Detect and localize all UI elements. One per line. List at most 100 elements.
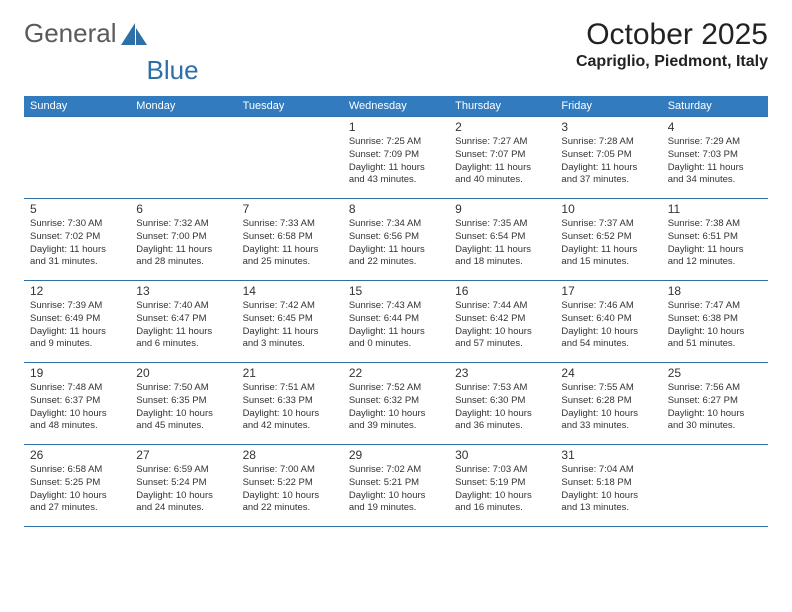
sunrise-text: Sunrise: 7:44 AM — [455, 300, 549, 313]
day-number: 22 — [349, 366, 443, 380]
sunset-text: Sunset: 6:44 PM — [349, 313, 443, 326]
day-info: Sunrise: 7:29 AMSunset: 7:03 PMDaylight:… — [668, 136, 762, 187]
day-number: 8 — [349, 202, 443, 216]
sunrise-text: Sunrise: 7:56 AM — [668, 382, 762, 395]
day-number: 26 — [30, 448, 124, 462]
day-info: Sunrise: 7:40 AMSunset: 6:47 PMDaylight:… — [136, 300, 230, 351]
daylight-text: Daylight: 10 hours and 22 minutes. — [243, 490, 337, 516]
calendar-cell: 6 Sunrise: 7:32 AMSunset: 7:00 PMDaylight… — [130, 199, 236, 281]
calendar-cell: 2Sunrise: 7:27 AMSunset: 7:07 PMDaylight… — [449, 117, 555, 199]
day-number: 25 — [668, 366, 762, 380]
day-number: 3 — [561, 120, 655, 134]
sunrise-text: Sunrise: 7:25 AM — [349, 136, 443, 149]
day-number: 12 — [30, 284, 124, 298]
sunset-text: Sunset: 5:19 PM — [455, 477, 549, 490]
daylight-text: Daylight: 10 hours and 42 minutes. — [243, 408, 337, 434]
day-header: Tuesday — [237, 96, 343, 117]
sunrise-text: Sunrise: 7:30 AM — [30, 218, 124, 231]
sunset-text: Sunset: 7:07 PM — [455, 149, 549, 162]
day-header: Wednesday — [343, 96, 449, 117]
calendar-cell: 19Sunrise: 7:48 AMSunset: 6:37 PMDayligh… — [24, 363, 130, 445]
day-header: Sunday — [24, 96, 130, 117]
calendar-cell: 1Sunrise: 7:25 AMSunset: 7:09 PMDaylight… — [343, 117, 449, 199]
daylight-text: Daylight: 10 hours and 33 minutes. — [561, 408, 655, 434]
sunrise-text: Sunrise: 7:00 AM — [243, 464, 337, 477]
sunset-text: Sunset: 5:21 PM — [349, 477, 443, 490]
sunrise-text: Sunrise: 7:43 AM — [349, 300, 443, 313]
calendar-cell — [24, 117, 130, 199]
day-number: 29 — [349, 448, 443, 462]
calendar-table: Sunday Monday Tuesday Wednesday Thursday… — [24, 96, 768, 527]
day-info: Sunrise: 7:39 AMSunset: 6:49 PMDaylight:… — [30, 300, 124, 351]
sunrise-text: Sunrise: 7:03 AM — [455, 464, 549, 477]
sunset-text: Sunset: 6:32 PM — [349, 395, 443, 408]
calendar-cell — [662, 445, 768, 527]
calendar-cell: 11Sunrise: 7:38 AMSunset: 6:51 PMDayligh… — [662, 199, 768, 281]
sunset-text: Sunset: 7:09 PM — [349, 149, 443, 162]
day-info: Sunrise: 7:04 AMSunset: 5:18 PMDaylight:… — [561, 464, 655, 515]
sunrise-text: Sunrise: 7:34 AM — [349, 218, 443, 231]
calendar-week-row: 19Sunrise: 7:48 AMSunset: 6:37 PMDayligh… — [24, 363, 768, 445]
daylight-text: Daylight: 10 hours and 48 minutes. — [30, 408, 124, 434]
calendar-cell: 12 Sunrise: 7:39 AMSunset: 6:49 PMDayligh… — [24, 281, 130, 363]
sunset-text: Sunset: 6:35 PM — [136, 395, 230, 408]
calendar-cell: 26Sunrise: 6:58 AMSunset: 5:25 PMDayligh… — [24, 445, 130, 527]
daylight-text: Daylight: 11 hours and 6 minutes. — [136, 326, 230, 352]
daylight-text: Daylight: 11 hours and 37 minutes. — [561, 162, 655, 188]
calendar-cell: 16Sunrise: 7:44 AMSunset: 6:42 PMDayligh… — [449, 281, 555, 363]
sunrise-text: Sunrise: 7:53 AM — [455, 382, 549, 395]
daylight-text: Daylight: 10 hours and 39 minutes. — [349, 408, 443, 434]
sunset-text: Sunset: 7:05 PM — [561, 149, 655, 162]
day-info: Sunrise: 7:34 AMSunset: 6:56 PMDaylight:… — [349, 218, 443, 269]
logo-text-blue: Blue — [147, 55, 199, 86]
day-number: 30 — [455, 448, 549, 462]
daylight-text: Daylight: 10 hours and 19 minutes. — [349, 490, 443, 516]
day-number: 15 — [349, 284, 443, 298]
calendar-cell: 25Sunrise: 7:56 AMSunset: 6:27 PMDayligh… — [662, 363, 768, 445]
day-number: 16 — [455, 284, 549, 298]
sunset-text: Sunset: 6:52 PM — [561, 231, 655, 244]
sunrise-text: Sunrise: 7:27 AM — [455, 136, 549, 149]
sunrise-text: Sunrise: 7:40 AM — [136, 300, 230, 313]
day-number: 4 — [668, 120, 762, 134]
daylight-text: Daylight: 10 hours and 27 minutes. — [30, 490, 124, 516]
day-number: 6 — [136, 202, 230, 216]
calendar-cell: 5Sunrise: 7:30 AMSunset: 7:02 PMDaylight… — [24, 199, 130, 281]
calendar-cell: 21Sunrise: 7:51 AMSunset: 6:33 PMDayligh… — [237, 363, 343, 445]
day-info: Sunrise: 7:32 AMSunset: 7:00 PMDaylight:… — [136, 218, 230, 269]
calendar-cell: 3 Sunrise: 7:28 AMSunset: 7:05 PMDaylight… — [555, 117, 661, 199]
logo: General — [24, 18, 147, 49]
day-info: Sunrise: 7:53 AMSunset: 6:30 PMDaylight:… — [455, 382, 549, 433]
daylight-text: Daylight: 11 hours and 12 minutes. — [668, 244, 762, 270]
day-number: 17 — [561, 284, 655, 298]
sunrise-text: Sunrise: 7:46 AM — [561, 300, 655, 313]
sunset-text: Sunset: 6:30 PM — [455, 395, 549, 408]
calendar-cell — [237, 117, 343, 199]
sunrise-text: Sunrise: 7:28 AM — [561, 136, 655, 149]
sunrise-text: Sunrise: 7:42 AM — [243, 300, 337, 313]
day-info: Sunrise: 7:25 AMSunset: 7:09 PMDaylight:… — [349, 136, 443, 187]
daylight-text: Daylight: 11 hours and 43 minutes. — [349, 162, 443, 188]
day-number: 7 — [243, 202, 337, 216]
sunrise-text: Sunrise: 7:33 AM — [243, 218, 337, 231]
day-header: Saturday — [662, 96, 768, 117]
sunrise-text: Sunrise: 7:35 AM — [455, 218, 549, 231]
day-info: Sunrise: 7:00 AMSunset: 5:22 PMDaylight:… — [243, 464, 337, 515]
day-header: Monday — [130, 96, 236, 117]
day-number: 14 — [243, 284, 337, 298]
sunset-text: Sunset: 6:51 PM — [668, 231, 762, 244]
sunset-text: Sunset: 5:24 PM — [136, 477, 230, 490]
day-info: Sunrise: 7:55 AMSunset: 6:28 PMDaylight:… — [561, 382, 655, 433]
day-info: Sunrise: 7:50 AMSunset: 6:35 PMDaylight:… — [136, 382, 230, 433]
calendar-body: 1Sunrise: 7:25 AMSunset: 7:09 PMDaylight… — [24, 117, 768, 527]
sunset-text: Sunset: 6:27 PM — [668, 395, 762, 408]
sunset-text: Sunset: 6:28 PM — [561, 395, 655, 408]
daylight-text: Daylight: 11 hours and 40 minutes. — [455, 162, 549, 188]
sunrise-text: Sunrise: 7:04 AM — [561, 464, 655, 477]
daylight-text: Daylight: 10 hours and 36 minutes. — [455, 408, 549, 434]
day-info: Sunrise: 7:38 AMSunset: 6:51 PMDaylight:… — [668, 218, 762, 269]
day-number: 21 — [243, 366, 337, 380]
day-info: Sunrise: 7:03 AMSunset: 5:19 PMDaylight:… — [455, 464, 549, 515]
day-header: Friday — [555, 96, 661, 117]
calendar-week-row: 26Sunrise: 6:58 AMSunset: 5:25 PMDayligh… — [24, 445, 768, 527]
